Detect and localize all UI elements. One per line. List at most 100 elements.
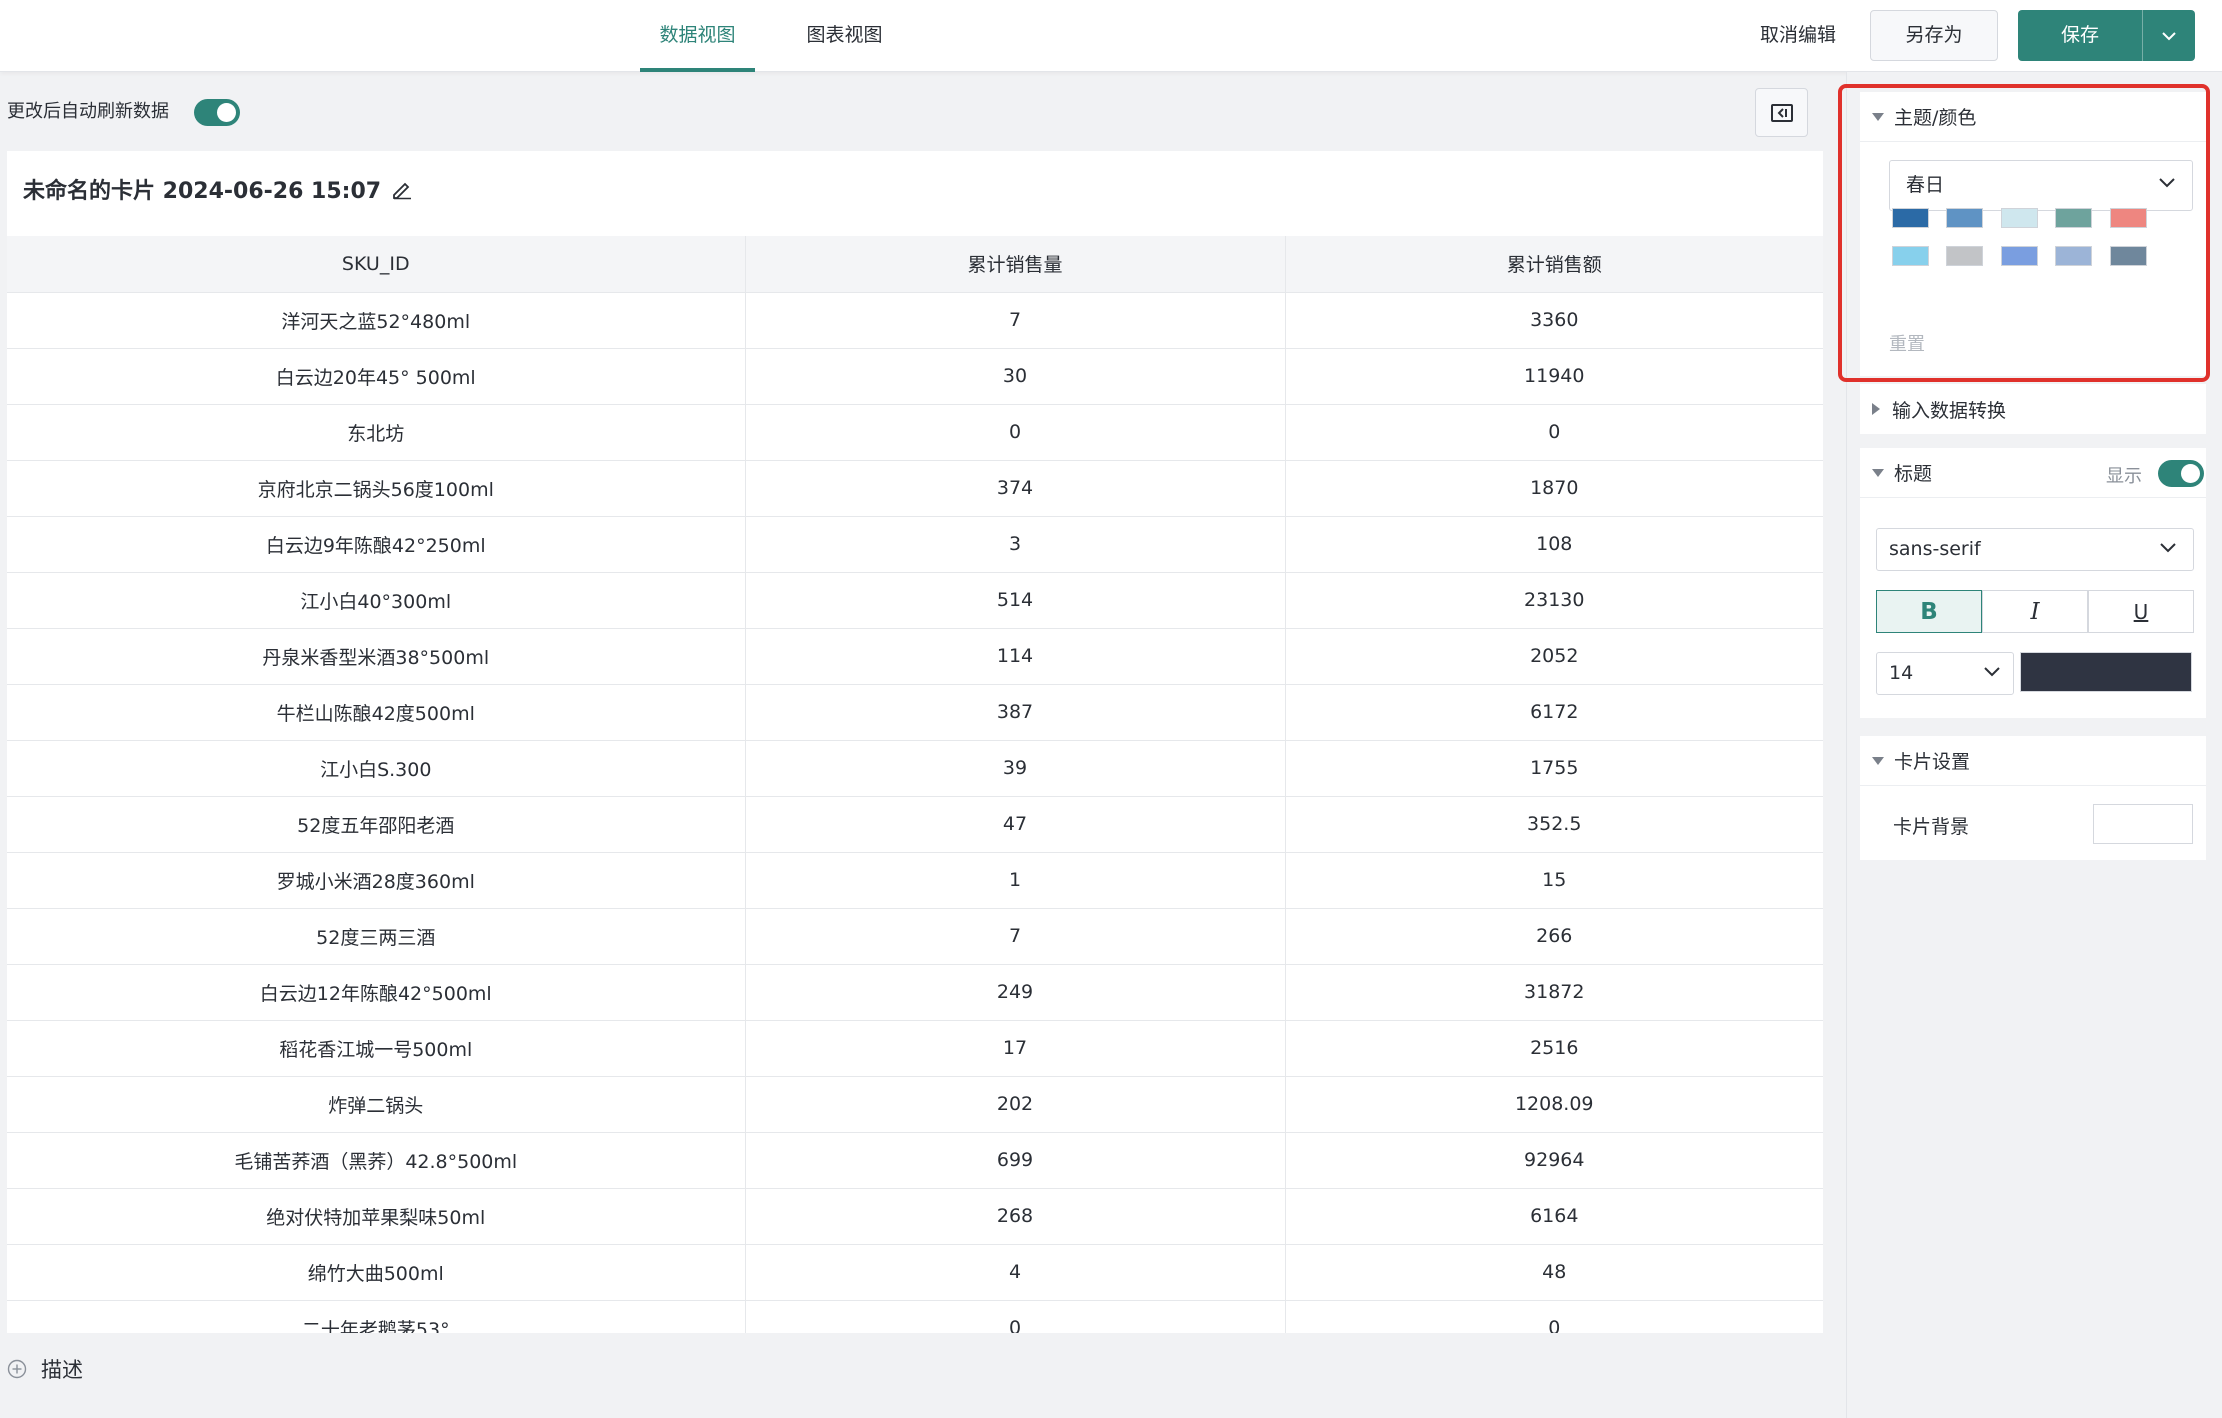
input-transform-title: 输入数据转换 [1892,399,2007,422]
table-cell: 514 [745,572,1286,629]
table-cell: 114 [745,628,1286,685]
title-section-header[interactable]: 标题 [1860,448,2206,498]
table-cell: 249 [745,964,1286,1021]
table-cell: 1870 [1285,460,1823,517]
table-cell: 15 [1285,852,1823,909]
column-header[interactable]: SKU_ID [7,236,746,293]
save-as-button[interactable]: 另存为 [1870,10,1998,61]
table-cell: 6172 [1285,684,1823,741]
save-dropdown-button[interactable] [2142,10,2195,61]
table-row[interactable]: 东北坊 0 0 [7,404,1823,461]
title-font-select[interactable]: sans-serif [1876,528,2194,571]
card-background-label: 卡片背景 [1893,816,1970,838]
chevron-down-icon [2162,31,2176,40]
color-swatch[interactable] [2055,246,2092,266]
save-button[interactable]: 保存 [2060,24,2099,46]
table-cell: 京府北京二锅头56度100ml [7,460,746,517]
title-section-title: 标题 [1894,463,1933,485]
data-table-container[interactable]: SKU_ID 累计销售量 累计销售额 洋河天之蓝52°480ml 7 3360 白云边… [7,236,1823,1333]
card-title: 未命名的卡片 2024-06-26 15:07 [23,173,413,205]
tab-chart-view[interactable]: 图表视图 [806,24,883,46]
color-swatch[interactable] [2110,246,2147,266]
auto-refresh-toggle[interactable] [194,99,240,126]
add-description[interactable]: 描述 [7,1354,83,1384]
title-color-picker[interactable] [2020,652,2192,692]
table-row[interactable]: 绝对伏特加苹果梨味50ml 268 6164 [7,1188,1823,1245]
theme-section-header[interactable]: 主题/颜色 [1860,92,2206,142]
input-transform-header[interactable]: 输入数据转换 [1860,384,2206,434]
bold-button[interactable]: B [1876,590,1982,633]
table-cell: 39 [745,740,1286,797]
color-swatch[interactable] [1892,208,1929,228]
title-size-select[interactable]: 14 [1876,652,2014,695]
theme-select[interactable]: 春日 [1889,160,2193,211]
table-row[interactable]: 白云边20年45° 500ml 30 11940 [7,348,1823,405]
column-header[interactable]: 累计销售额 [1285,236,1823,293]
card-background-color-picker[interactable] [2093,804,2193,844]
color-swatch[interactable] [2055,208,2092,228]
table-cell: 2052 [1285,628,1823,685]
table-cell: 47 [745,796,1286,853]
theme-section: 主题/颜色 春日 重置 [1860,92,2206,376]
edit-pencil-icon[interactable] [391,178,413,200]
table-cell: 白云边9年陈酿42°250ml [7,516,746,573]
collapse-panel-button[interactable] [1755,88,1808,137]
table-cell: 江小白S.300 [7,740,746,797]
title-size-value: 14 [1889,662,1914,684]
input-transform-section: 输入数据转换 [1860,384,2206,434]
card-title-text: 未命名的卡片 2024-06-26 15:07 [23,179,382,204]
table-row[interactable]: 52度三两三酒 7 266 [7,908,1823,965]
theme-reset-button[interactable]: 重置 [1889,334,1925,355]
table-row[interactable]: 江小白40°300ml 514 23130 [7,572,1823,629]
table-cell: 丹泉米香型米酒38°500ml [7,628,746,685]
table-cell: 699 [745,1132,1286,1189]
title-show-toggle[interactable] [2158,460,2204,487]
table-row[interactable]: 稻花香江城一号500ml 17 2516 [7,1020,1823,1077]
text-format-group: B I U [1876,590,2194,633]
table-cell: 52度五年邵阳老酒 [7,796,746,853]
column-header[interactable]: 累计销售量 [745,236,1286,293]
tab-data-view[interactable]: 数据视图 [640,0,755,72]
table-cell: 7 [745,908,1286,965]
table-cell: 266 [1285,908,1823,965]
color-swatch[interactable] [2001,208,2038,228]
color-swatch[interactable] [1946,246,1983,266]
color-swatch[interactable] [2110,208,2147,228]
table-row[interactable]: 绵竹大曲500ml 4 48 [7,1244,1823,1301]
card-settings-header[interactable]: 卡片设置 [1860,736,2206,786]
color-swatch[interactable] [1946,208,1983,228]
table-row[interactable]: 毛铺苦荞酒（黑荞）42.8°500ml 699 92964 [7,1132,1823,1189]
table-cell: 0 [745,1300,1286,1333]
caret-down-icon [1872,468,1884,477]
table-row[interactable]: 牛栏山陈酿42度500ml 387 6172 [7,684,1823,741]
table-cell: 48 [1285,1244,1823,1301]
table-row[interactable]: 二十年老鹅茅53° 0 0 [7,1300,1823,1333]
underline-button[interactable]: U [2088,590,2194,633]
table-row[interactable]: 炸弹二锅头 202 1208.09 [7,1076,1823,1133]
panel-collapse-icon [1770,103,1793,122]
table-cell: 6164 [1285,1188,1823,1245]
table-row[interactable]: 罗城小米酒28度360ml 1 15 [7,852,1823,909]
table-row[interactable]: 白云边9年陈酿42°250ml 3 108 [7,516,1823,573]
table-row[interactable]: 丹泉米香型米酒38°500ml 114 2052 [7,628,1823,685]
table-row[interactable]: 白云边12年陈酿42°500ml 249 31872 [7,964,1823,1021]
table-cell: 1208.09 [1285,1076,1823,1133]
theme-section-title: 主题/颜色 [1894,107,1977,129]
color-swatch[interactable] [2001,246,2038,266]
cancel-edit-button[interactable]: 取消编辑 [1760,24,1837,46]
color-swatch[interactable] [1892,246,1929,266]
description-label: 描述 [41,1358,83,1382]
table-row[interactable]: 洋河天之蓝52°480ml 7 3360 [7,292,1823,349]
table-cell: 202 [745,1076,1286,1133]
card-settings-section: 卡片设置 卡片背景 [1860,736,2206,860]
save-button-group: 保存 [2018,10,2195,61]
table-cell: 毛铺苦荞酒（黑荞）42.8°500ml [7,1132,746,1189]
table-row[interactable]: 52度五年邵阳老酒 47 352.5 [7,796,1823,853]
table-cell: 374 [745,460,1286,517]
table-cell: 268 [745,1188,1286,1245]
table-row[interactable]: 京府北京二锅头56度100ml 374 1870 [7,460,1823,517]
table-row[interactable]: 江小白S.300 39 1755 [7,740,1823,797]
table-cell: 3 [745,516,1286,573]
table-cell: 17 [745,1020,1286,1077]
italic-button[interactable]: I [1982,590,2088,633]
